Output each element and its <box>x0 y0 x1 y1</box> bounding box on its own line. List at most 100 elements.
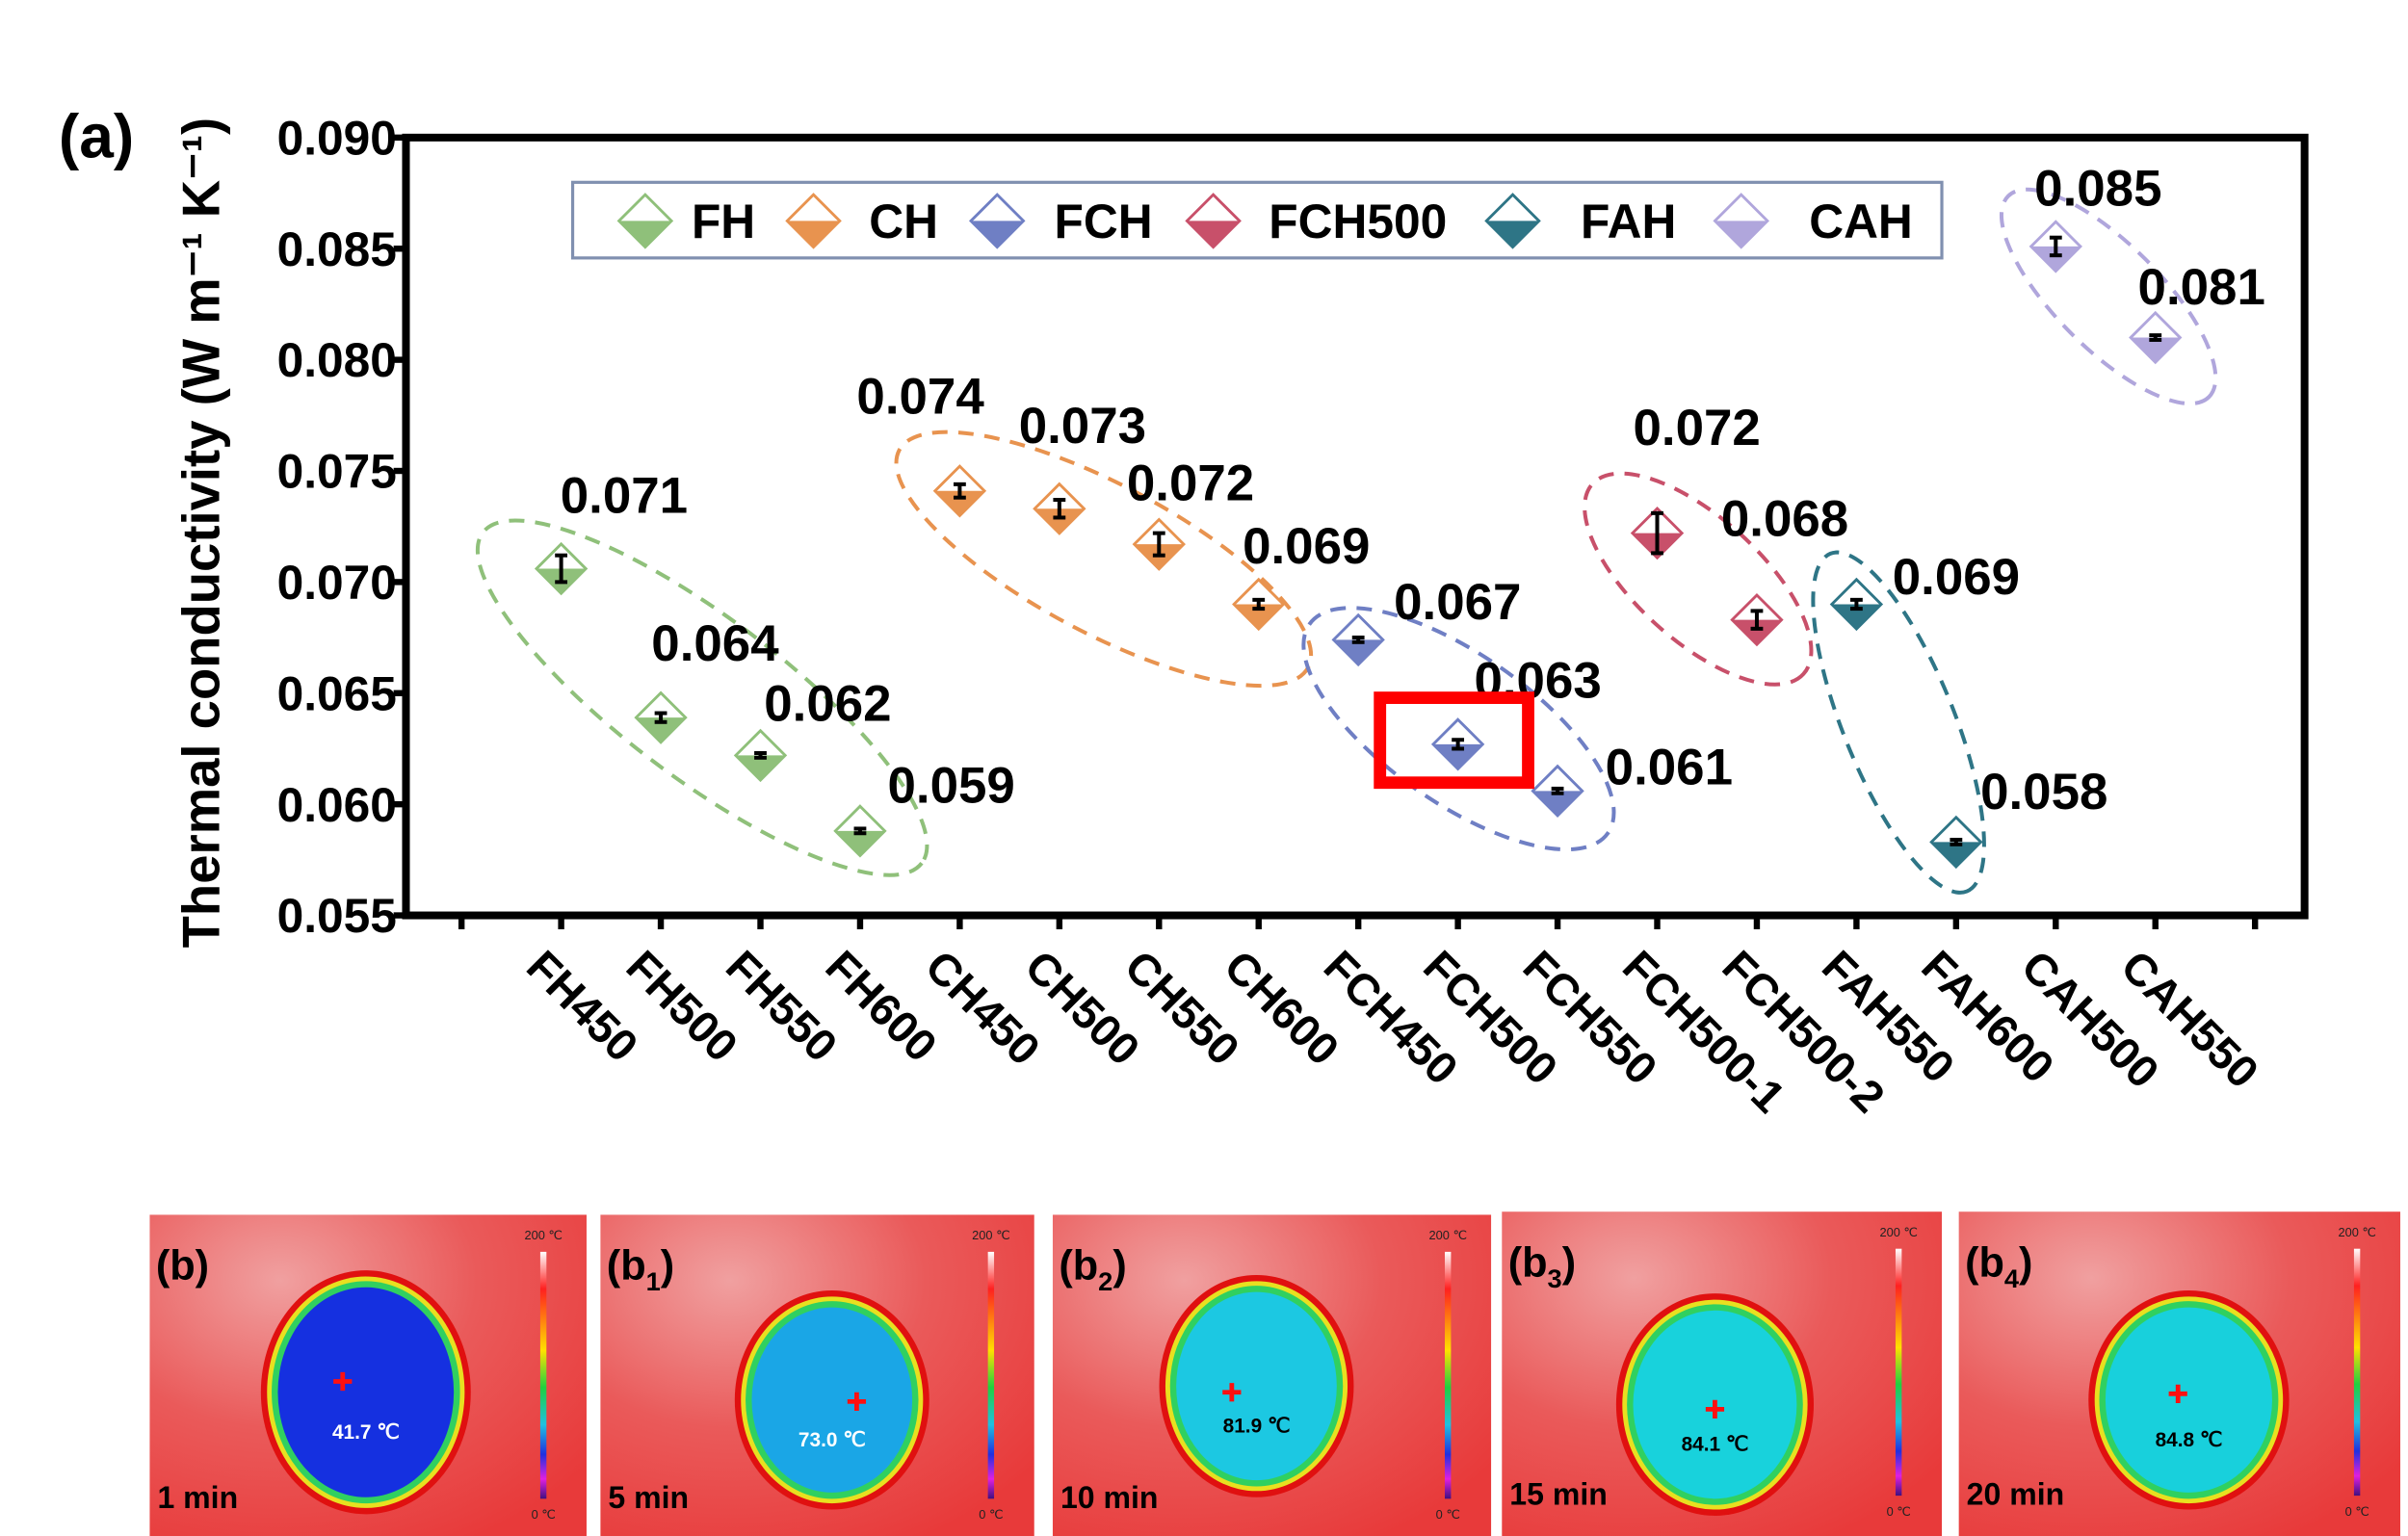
data-label: 0.068 <box>1721 490 1848 547</box>
crosshair-icon <box>847 1392 867 1411</box>
data-label: 0.061 <box>1606 739 1733 795</box>
legend-marker-outline <box>616 193 674 249</box>
crosshair-icon <box>1705 1399 1725 1419</box>
color-scale-bar <box>2353 1248 2361 1497</box>
y-tick-label: 0.090 <box>277 111 397 165</box>
y-tick-label: 0.055 <box>277 889 397 943</box>
data-point-ch550 <box>1132 517 1186 571</box>
legend-marker-fill <box>1714 221 1767 247</box>
temperature-readout: 81.9 ℃ <box>1223 1415 1291 1437</box>
x-tick-label: FH450 <box>517 941 647 1071</box>
legend-label: CAH <box>1809 195 1913 248</box>
legend-label: FCH500 <box>1269 195 1447 248</box>
legend-marker-fill <box>971 221 1024 247</box>
legend-label: FAH <box>1581 195 1676 248</box>
data-label: 0.074 <box>856 369 984 426</box>
marker-outline <box>1730 592 1784 647</box>
scale-max-label: 200 ℃ <box>2338 1225 2375 1239</box>
marker-outline <box>1430 717 1485 771</box>
legend-label: CH <box>869 195 938 248</box>
marker-fill <box>735 755 786 781</box>
panel-label: (b3) <box>1508 1240 1576 1293</box>
marker-outline <box>1331 612 1385 667</box>
marker-outline <box>2129 310 2183 365</box>
marker-outline <box>1829 577 1884 632</box>
legend-marker-outline <box>1185 193 1242 249</box>
temperature-readout: 84.8 ℃ <box>2156 1429 2223 1451</box>
marker-fill <box>934 490 985 516</box>
marker-outline <box>932 464 987 518</box>
thermal-images: 41.7 ℃ 200 ℃ 0 ℃ (b) 1 min 73.0 ℃ 200 ℃ 0 ℃ (b1)… <box>149 1211 2400 1536</box>
group-ellipse-fh <box>475 518 929 877</box>
marker-fill <box>1831 604 1882 630</box>
data-point-fch500-1 <box>1630 506 1685 560</box>
data-point-ch500 <box>1033 482 1086 535</box>
marker-fill <box>1333 639 1383 665</box>
data-point-ch600 <box>1232 577 1286 632</box>
sample-area <box>1176 1291 1337 1481</box>
data-label: 0.069 <box>1893 549 2020 606</box>
sample-area <box>751 1307 913 1493</box>
marker-outline <box>1132 517 1186 571</box>
time-label: 10 min <box>1060 1480 1159 1515</box>
data-point-fah550 <box>1829 577 1884 632</box>
scale-min-label: 0 ℃ <box>1887 1504 1911 1519</box>
temperature-readout: 73.0 ℃ <box>798 1429 866 1451</box>
y-tick-label: 0.080 <box>277 333 397 387</box>
sample-area <box>2105 1307 2272 1493</box>
marker-fill <box>1732 619 1782 645</box>
marker-fill <box>2131 337 2181 363</box>
marker-fill <box>636 717 686 742</box>
marker-fill <box>1532 791 1583 816</box>
scale-max-label: 200 ℃ <box>1429 1228 1467 1242</box>
y-tick-label: 0.070 <box>277 556 397 610</box>
y-axis-label: Thermal conductivity (W m⁻¹ K⁻¹) <box>172 117 231 948</box>
legend-marker-outline <box>785 193 842 249</box>
data-label: 0.072 <box>1127 455 1254 511</box>
crosshair-icon <box>1222 1383 1242 1402</box>
data-label: 0.085 <box>2034 160 2161 217</box>
color-scale-bar <box>539 1251 547 1499</box>
marker-fill <box>1432 743 1483 769</box>
data-point-fch550 <box>1531 764 1584 818</box>
marker-fill <box>835 830 885 856</box>
panel-label: (b) <box>156 1243 209 1289</box>
panel-a-label: (a) <box>59 102 134 171</box>
legend-marker-outline <box>968 193 1026 249</box>
temperature-readout: 41.7 ℃ <box>332 1421 400 1444</box>
group-ellipse-cah <box>1999 187 2218 406</box>
legend-item-cah: CAH <box>1713 193 1913 249</box>
group-ellipse-fah <box>1811 550 1986 895</box>
marker-outline <box>634 690 688 744</box>
highlight-box <box>1374 691 1534 790</box>
data-label: 0.064 <box>651 615 779 672</box>
data-label: 0.059 <box>887 758 1014 815</box>
panel-label: (b1) <box>607 1243 674 1296</box>
legend-marker-outline <box>1484 193 1541 249</box>
y-tick-label: 0.085 <box>277 222 397 276</box>
scale-max-label: 200 ℃ <box>524 1228 562 1242</box>
marker-outline <box>733 728 788 783</box>
thermal-image-2: 73.0 ℃ 200 ℃ 0 ℃ (b1) 5 min <box>600 1214 1034 1536</box>
thermal-image-3: 81.9 ℃ 200 ℃ 0 ℃ (b2) 10 min <box>1052 1214 1492 1536</box>
data-label: 0.058 <box>1980 764 2107 820</box>
legend: FH CH FCH FCH500 FAH CAH <box>570 180 1944 260</box>
legend-item-fch: FCH <box>968 193 1153 249</box>
crosshair-icon <box>2168 1384 2187 1403</box>
legend-label: FCH <box>1055 195 1153 248</box>
scale-min-label: 0 ℃ <box>979 1507 1003 1522</box>
scale-max-label: 200 ℃ <box>972 1228 1009 1242</box>
marker-fill <box>1234 604 1284 630</box>
marker-outline <box>1531 764 1584 818</box>
thermal-image-1: 41.7 ℃ 200 ℃ 0 ℃ (b) 1 min <box>149 1214 587 1536</box>
data-label: 0.062 <box>764 676 891 733</box>
crosshair-icon <box>333 1371 353 1392</box>
data-label: 0.069 <box>1243 518 1370 575</box>
legend-marker-fill <box>618 221 672 247</box>
legend-marker-fill <box>1486 221 1539 247</box>
plot-area: 0.055 0.060 0.065 0.070 0.075 0.080 0.085 0.090… <box>277 111 2309 1122</box>
legend-item-ch: CH <box>785 193 938 249</box>
data-point-fch450 <box>1331 612 1385 667</box>
data-point-fh450 <box>534 541 589 596</box>
